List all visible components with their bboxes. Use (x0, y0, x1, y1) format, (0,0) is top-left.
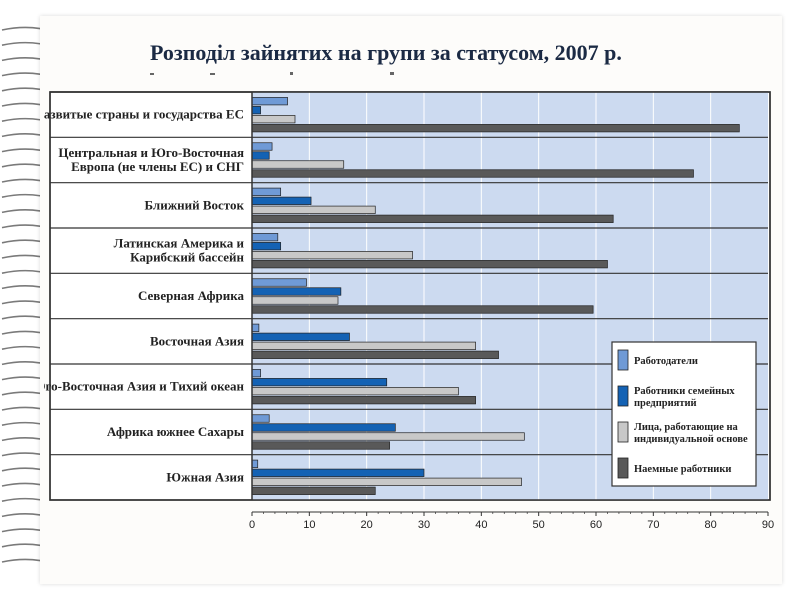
bar (251, 278, 307, 287)
legend-label-line: Лица, работающие на (634, 422, 739, 433)
category-label-line: Южная Азия (166, 469, 244, 484)
category-label: Северная Африка (138, 288, 245, 303)
bar (251, 251, 413, 260)
bar (251, 115, 296, 124)
category-label-line: Африка южнее Сахары (107, 424, 244, 439)
legend-label: Работники семейных предприятий (634, 386, 735, 409)
legend-label: Наемные работники (634, 464, 731, 475)
bar (251, 142, 273, 151)
bar (251, 459, 259, 468)
bar (251, 214, 614, 223)
category-label-line: Восточная Азия (150, 333, 244, 348)
legend-swatch (617, 421, 629, 443)
legend-swatch (617, 385, 629, 407)
bar (251, 396, 476, 405)
bar (251, 468, 425, 477)
legend-swatch (617, 457, 629, 479)
category-label-line: Центральная и Юго-Восточная (58, 145, 244, 160)
bar (251, 387, 459, 396)
bar (251, 432, 525, 441)
bar (251, 169, 694, 178)
bar (251, 486, 376, 495)
bar (251, 341, 476, 350)
category-label: Развитые страны и государства ЕС (44, 107, 244, 122)
bar (251, 287, 342, 296)
legend-label-line: индивидуальной основе (634, 434, 748, 445)
category-label-line: Развитые страны и государства ЕС (44, 107, 244, 122)
category-label: Африка южнее Сахары (107, 424, 244, 439)
category-label-line: Латинская Америка и (114, 236, 245, 251)
slide-title: Розподіл зайнятих на групи за статусом, … (150, 40, 622, 65)
bar (251, 160, 345, 169)
category-label: Юго-Восточная Азия и Тихий океан (44, 379, 245, 394)
bar (251, 187, 282, 196)
x-tick-label: 90 (762, 519, 774, 531)
bar (251, 477, 522, 486)
x-tick-label: 40 (475, 519, 487, 531)
bar (251, 196, 312, 205)
category-label: Восточная Азия (150, 333, 244, 348)
legend (611, 341, 757, 487)
category-label-line: Ближний Восток (145, 197, 245, 212)
category-label-line: Карибский бассейн (130, 250, 244, 265)
bar (251, 414, 270, 423)
bar (251, 332, 350, 341)
category-label: Латинская Америка и Карибский бассейн (114, 236, 245, 265)
category-label: Южная Азия (166, 469, 244, 484)
bar (251, 97, 288, 106)
bar (251, 369, 261, 378)
bar (251, 423, 396, 432)
bar (251, 233, 279, 242)
bar (251, 205, 376, 214)
category-label-line: Северная Африка (138, 288, 245, 303)
x-tick-label: 50 (533, 519, 545, 531)
bar (251, 296, 339, 305)
bar (251, 350, 499, 359)
bar (251, 242, 282, 251)
bar (251, 124, 740, 133)
legend-label-line: Наемные работники (634, 464, 731, 475)
x-tick-label: 10 (303, 519, 315, 531)
legend-label-line: предприятий (634, 398, 697, 409)
legend-swatch (617, 349, 629, 371)
legend-label: Лица, работающие на индивидуальной основе (634, 422, 748, 445)
x-tick-label: 30 (418, 519, 430, 531)
bar (251, 323, 260, 332)
bar (251, 441, 390, 450)
cropped-text-fragment (150, 72, 394, 75)
bar (251, 151, 270, 160)
x-tick-label: 60 (590, 519, 602, 531)
x-tick-label: 20 (361, 519, 373, 531)
bar (251, 378, 388, 387)
category-label: Центральная и Юго-Восточная Европа (не чл… (58, 145, 244, 174)
x-tick-label: 70 (647, 519, 659, 531)
bar (251, 305, 594, 314)
legend-label-line: Работодатели (634, 356, 698, 367)
legend-label-line: Работники семейных (634, 386, 735, 397)
category-label-line: Европа (не члены ЕС) и СНГ (71, 159, 244, 174)
legend-label: Работодатели (634, 356, 698, 367)
bar-chart: Развитые страны и государства ЕС Централь… (44, 91, 774, 531)
category-label: Ближний Восток (145, 197, 245, 212)
bar (251, 106, 261, 115)
x-tick-label: 0 (249, 519, 255, 531)
x-tick-label: 80 (705, 519, 717, 531)
bar (251, 260, 608, 269)
chart-border (49, 91, 771, 501)
category-label-line: Юго-Восточная Азия и Тихий океан (44, 379, 245, 394)
